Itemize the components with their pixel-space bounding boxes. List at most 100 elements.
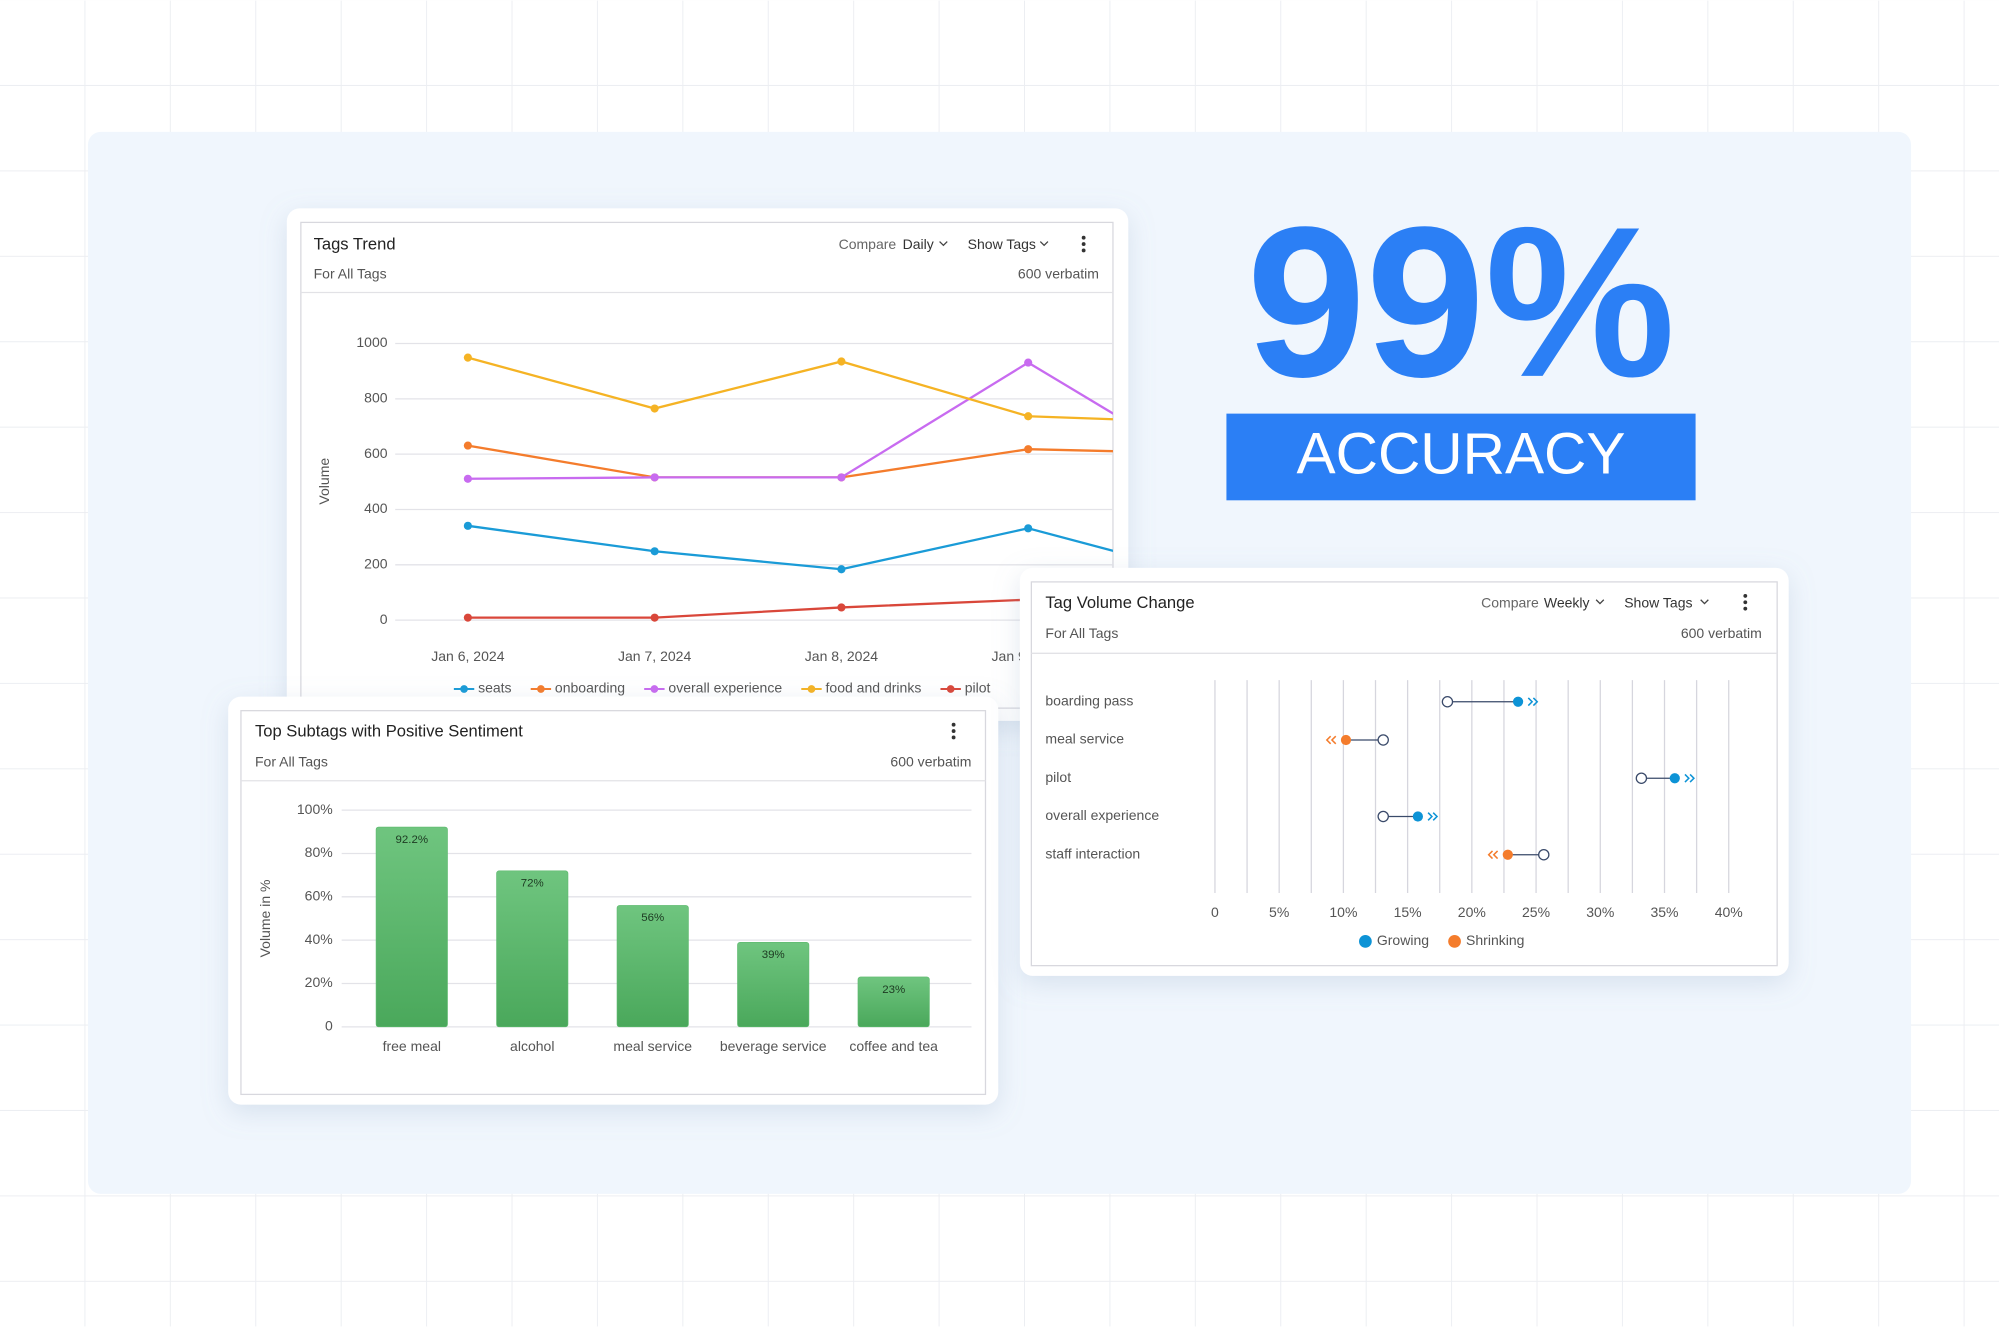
start-point <box>1441 696 1454 708</box>
value-label: 56% <box>641 912 664 924</box>
row-label: meal service <box>1045 731 1124 747</box>
chart-subtitle: For All Tags <box>1045 625 1118 641</box>
point <box>650 473 659 482</box>
legend-label: seats <box>478 680 511 696</box>
show-tags[interactable]: Show Tags <box>1624 594 1692 610</box>
end-point <box>1502 849 1513 860</box>
compare-value[interactable]: Daily <box>903 236 934 252</box>
y-tick-label: 20% <box>305 974 333 990</box>
bar <box>737 941 810 1028</box>
y-tick-label: 400 <box>364 500 388 516</box>
row-label: staff interaction <box>1045 845 1140 861</box>
row-label: overall experience <box>1045 807 1159 823</box>
chevron[interactable] <box>939 241 948 247</box>
x-tick-label: alcohol <box>510 1038 554 1054</box>
x-tick-label: 5% <box>1269 904 1289 920</box>
card-bg <box>286 208 1129 721</box>
chevron[interactable] <box>1039 241 1049 247</box>
card-border <box>1030 581 1778 967</box>
legend-label: Shrinking <box>1466 932 1524 948</box>
y-tick-label: 600 <box>364 445 388 461</box>
bar <box>616 905 689 1028</box>
point <box>463 613 472 622</box>
y-axis-label: Volume in % <box>257 880 273 958</box>
chart-subtitle: For All Tags <box>314 265 387 281</box>
value-label: 72% <box>521 878 544 890</box>
card-border <box>240 710 987 1096</box>
point <box>837 473 846 482</box>
legend-label: overall experience <box>668 680 782 696</box>
y-tick-label: 200 <box>364 556 388 572</box>
chart-title: Tag Volume Change <box>1045 593 1194 612</box>
card: Tag Volume Change For All Tags 600 verba… <box>1019 567 1789 976</box>
point <box>1024 445 1033 454</box>
legend-swatch <box>650 685 659 693</box>
compare-label: Compare <box>839 236 897 252</box>
point <box>650 547 659 556</box>
legend-swatch <box>807 685 816 693</box>
chart-subtitle: For All Tags <box>255 754 328 770</box>
end-point <box>1512 696 1524 707</box>
point <box>837 357 846 366</box>
y-tick-label: 0 <box>325 1018 333 1034</box>
y-tick-label: 40% <box>305 931 333 947</box>
end-point <box>1340 734 1352 746</box>
point <box>463 353 472 362</box>
bar <box>375 826 448 1028</box>
start-point <box>1635 772 1648 784</box>
start-point <box>1377 810 1389 823</box>
end-point <box>1669 773 1680 784</box>
x-tick-label: 0 <box>1211 904 1219 920</box>
x-tick-label: Jan 7, 2024 <box>618 648 691 664</box>
x-tick-label: 20% <box>1458 904 1486 920</box>
compare-label: Compare <box>1481 594 1539 610</box>
y-tick-label: 80% <box>305 844 333 860</box>
x-tick-label: 35% <box>1650 904 1678 920</box>
y-tick-label: 0 <box>380 611 388 627</box>
x-tick-label: Jan 6, 2024 <box>431 648 504 664</box>
point <box>463 441 472 450</box>
x-tick-label: meal service <box>613 1038 692 1054</box>
end-point <box>1412 811 1423 822</box>
menu[interactable] <box>1743 594 1748 611</box>
y-tick-label: 100% <box>297 801 333 817</box>
chevron[interactable] <box>1595 599 1605 605</box>
legend-swatch <box>1448 935 1461 948</box>
x-tick-label: coffee and tea <box>849 1038 938 1054</box>
legend-label: food and drinks <box>826 680 922 696</box>
row-label: boarding pass <box>1045 692 1133 708</box>
x-tick-label: 10% <box>1329 904 1357 920</box>
chevron[interactable] <box>1700 599 1709 605</box>
legend-label: Growing <box>1377 932 1429 948</box>
direction-chevrons <box>1427 812 1439 821</box>
direction-chevrons <box>1527 697 1539 707</box>
legend-swatch <box>537 685 545 693</box>
x-tick-label: free meal <box>383 1038 441 1054</box>
x-tick-label: 40% <box>1715 904 1743 920</box>
show-tags[interactable]: Show Tags <box>968 236 1036 252</box>
point <box>1024 412 1033 421</box>
x-tick-label: beverage service <box>720 1038 827 1054</box>
menu[interactable] <box>951 722 956 740</box>
headline-label: ACCURACY <box>1297 422 1626 487</box>
compare-value[interactable]: Weekly <box>1544 594 1590 610</box>
chart-title: Tags Trend <box>314 235 396 254</box>
headline: 99% ACCURACY <box>1226 183 1696 501</box>
x-tick-label: 25% <box>1522 904 1550 920</box>
point <box>650 404 659 413</box>
x-tick-label: Jan 8, 2024 <box>805 648 878 664</box>
point <box>463 474 472 483</box>
menu[interactable] <box>1081 235 1086 253</box>
point <box>1024 524 1033 533</box>
chart-note: 600 verbatim <box>1018 265 1099 281</box>
card: Tags Trend For All Tags 600 verbatim Com… <box>286 208 1129 721</box>
legend-label: pilot <box>965 680 991 696</box>
bar <box>496 870 569 1028</box>
x-tick-label: 30% <box>1586 904 1614 920</box>
y-tick-label: 800 <box>364 390 388 406</box>
point <box>837 565 846 574</box>
point <box>650 613 659 622</box>
y-tick-label: 1000 <box>356 334 387 350</box>
y-axis-label: Volume <box>316 458 332 505</box>
